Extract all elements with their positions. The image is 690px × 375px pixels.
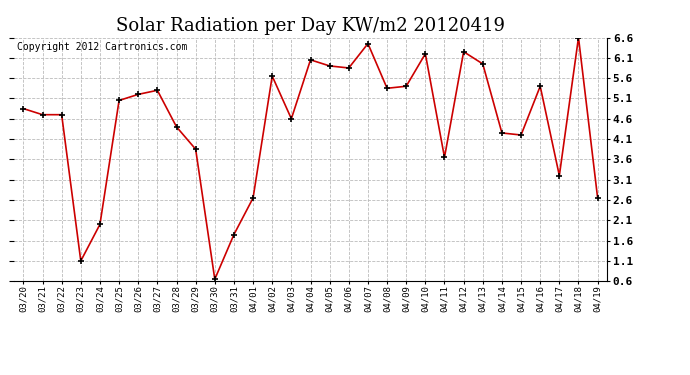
Title: Solar Radiation per Day KW/m2 20120419: Solar Radiation per Day KW/m2 20120419 [116,16,505,34]
Text: Copyright 2012 Cartronics.com: Copyright 2012 Cartronics.com [17,42,187,52]
